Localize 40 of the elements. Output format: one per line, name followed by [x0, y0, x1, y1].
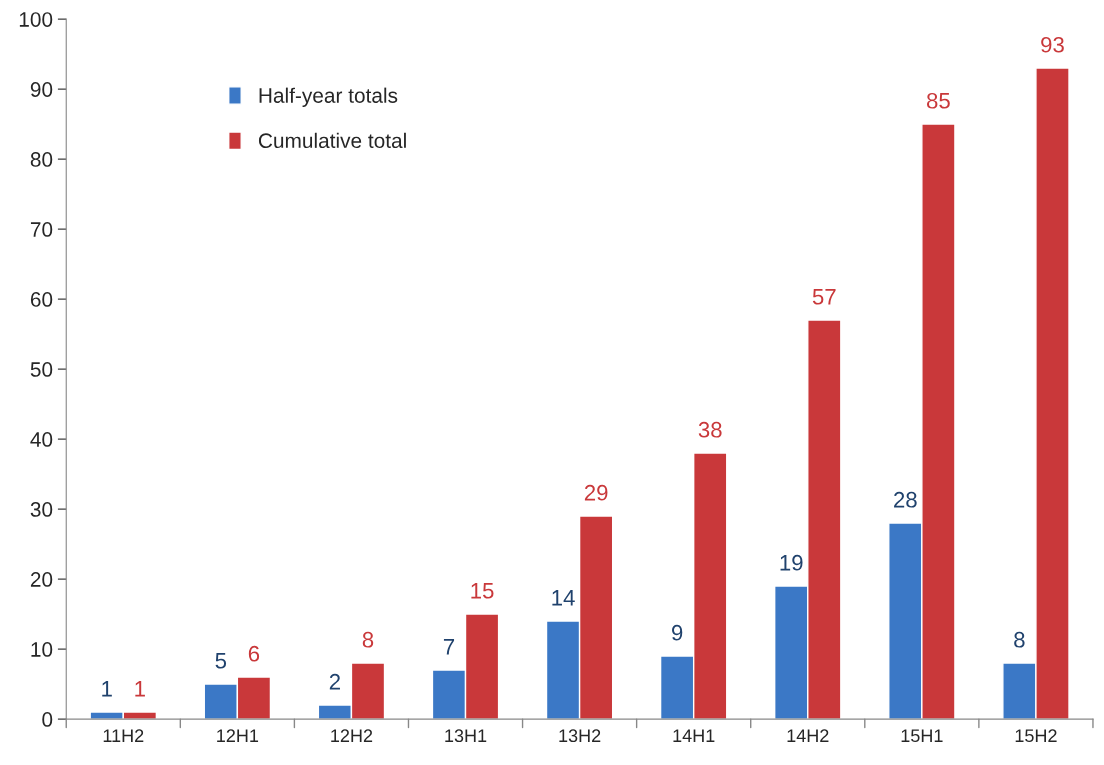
data-label: 1: [135, 681, 145, 697]
x-tick-label: 12H2: [331, 729, 373, 742]
data-label: 85: [926, 92, 950, 109]
data-label: 29: [584, 484, 608, 501]
x-tick-label: 13H2: [559, 729, 601, 743]
data-label: 9: [672, 624, 683, 641]
data-label: 2: [329, 673, 340, 690]
data-label: 6: [248, 645, 260, 662]
y-tick-label: 80: [30, 152, 53, 167]
data-label: 14: [552, 590, 575, 606]
y-tick-label: 20: [30, 572, 53, 587]
y-tick-label: 90: [30, 82, 53, 97]
legend-label: Cumulative total: [258, 132, 406, 149]
y-tick-label: 100: [19, 12, 53, 27]
data-label: 57: [812, 289, 836, 305]
y-tick-label: 60: [30, 292, 53, 307]
x-tick-label: 14H2: [787, 729, 829, 742]
data-label: 28: [894, 491, 917, 508]
data-label: 7: [443, 639, 455, 655]
data-label: 38: [698, 421, 722, 438]
x-tick-label: 14H1: [673, 729, 715, 742]
y-tick-label: 50: [30, 362, 53, 377]
x-tick-label: 15H1: [901, 729, 943, 743]
y-tick-label: 40: [30, 432, 53, 447]
data-label: 8: [1014, 631, 1025, 648]
y-tick-label: 0: [42, 712, 53, 727]
x-tick-label: 11H2: [103, 729, 144, 742]
data-label: 1: [102, 681, 112, 697]
legend-label: Half-year totals: [259, 87, 398, 108]
y-tick-label: 10: [31, 642, 53, 657]
data-label: 93: [1041, 36, 1064, 53]
x-tick-label: 12H1: [217, 729, 259, 742]
data-label: 15: [471, 583, 494, 599]
data-label: 19: [780, 554, 803, 571]
y-tick-label: 70: [30, 222, 53, 237]
y-tick-label: 30: [30, 502, 53, 517]
data-label: 5: [215, 653, 227, 669]
data-label: 8: [362, 631, 374, 648]
x-tick-label: 15H2: [1015, 729, 1057, 743]
x-tick-label: 13H1: [445, 729, 487, 743]
